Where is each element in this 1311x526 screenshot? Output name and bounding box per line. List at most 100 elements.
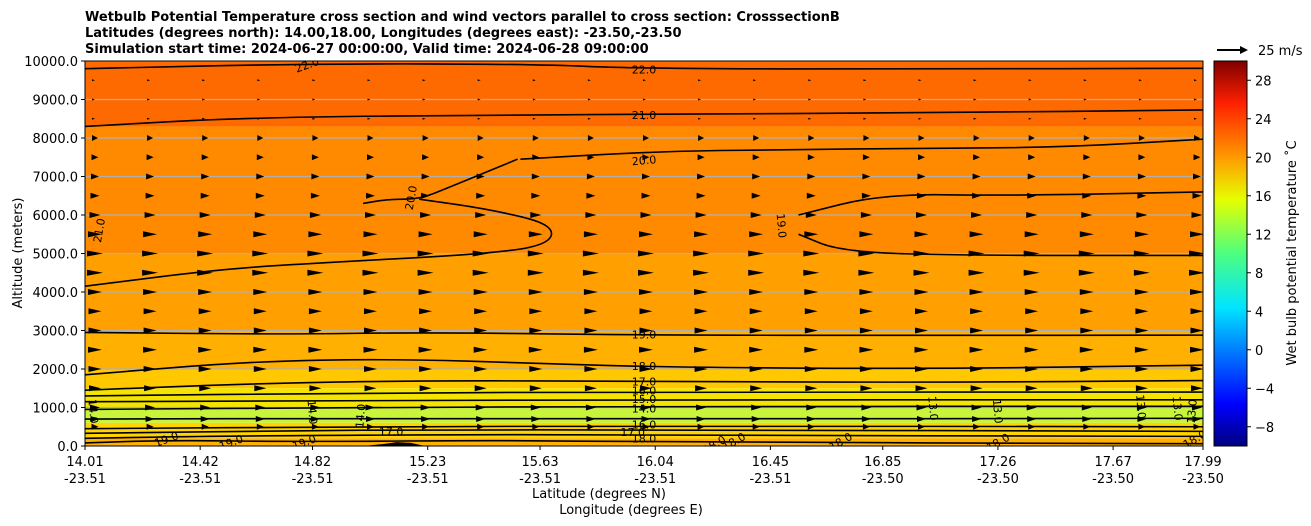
wind-vector xyxy=(1194,98,1197,101)
wind-vector xyxy=(253,308,267,315)
wind-vector xyxy=(1027,416,1037,423)
wind-vector xyxy=(694,308,708,315)
wind-vector xyxy=(1135,327,1149,334)
wind-vector xyxy=(92,79,95,82)
wind-vector xyxy=(145,404,156,411)
wind-vector xyxy=(88,327,102,334)
wind-vector xyxy=(91,173,99,180)
wind-vector xyxy=(312,98,316,101)
wind-vector xyxy=(476,173,485,180)
wind-vector xyxy=(199,212,211,218)
wind-vector xyxy=(918,79,922,82)
wind-vector xyxy=(1137,416,1147,423)
wind-vector xyxy=(859,346,874,353)
wind-vector xyxy=(527,269,544,276)
wind-vector xyxy=(89,212,101,218)
wind-vector xyxy=(639,346,653,353)
wind-vector xyxy=(1083,154,1091,161)
contour-label-1: 22.0 xyxy=(632,63,657,76)
wind-vector xyxy=(969,289,984,295)
wind-vector xyxy=(367,423,374,430)
wind-vector xyxy=(146,173,155,180)
colorbar-tick-label-7: 20 xyxy=(1255,151,1272,166)
wind-vector xyxy=(309,212,321,218)
wind-vector xyxy=(1193,154,1201,161)
wind-vector xyxy=(1025,308,1039,315)
wind-vector xyxy=(363,289,378,295)
wind-vector xyxy=(200,404,211,411)
wind-vector xyxy=(1026,212,1038,218)
x-axis: 14.01 -23.51 14.42 -23.51 14.82 -23.51 15.23 -2… xyxy=(64,446,1224,487)
wind-vector xyxy=(749,327,763,334)
wind-vector xyxy=(749,231,764,238)
y-tick-label-4: 4000.0 xyxy=(33,286,79,301)
wind-vector xyxy=(362,269,379,276)
wind-vector xyxy=(311,154,319,161)
wind-vector xyxy=(529,308,543,315)
wind-vector xyxy=(1028,117,1032,120)
wind-vector xyxy=(253,289,268,295)
wind-vector xyxy=(419,308,433,315)
y-axis-label: Altitude (meters) xyxy=(11,198,26,309)
wind-vector xyxy=(474,385,487,392)
wind-vector xyxy=(367,117,371,120)
wind-vector xyxy=(1138,117,1142,120)
fill-band-4 xyxy=(85,369,1203,389)
wind-vector xyxy=(531,416,541,423)
colorbar-tick-label-2: 0 xyxy=(1255,344,1263,359)
wind-vector xyxy=(918,117,922,120)
wind-vector xyxy=(1133,269,1150,276)
quiver-key-label: 25 m/s xyxy=(1258,44,1303,59)
wind-vector xyxy=(1190,308,1203,315)
wind-vector xyxy=(1078,269,1095,276)
wind-vector xyxy=(143,327,157,334)
wind-vector xyxy=(307,250,324,257)
wind-vector xyxy=(253,231,268,238)
wind-vector xyxy=(202,79,206,82)
wind-vector xyxy=(312,117,316,120)
wind-vector xyxy=(917,192,926,199)
contour-label-24: 18.0 xyxy=(632,432,657,445)
wind-vector xyxy=(198,231,213,238)
wind-vector xyxy=(917,173,926,180)
wind-vector xyxy=(532,117,536,120)
wind-vector xyxy=(308,308,322,315)
wind-vector xyxy=(88,289,102,295)
wind-vector xyxy=(307,269,324,276)
wind-vector xyxy=(88,366,102,372)
y-tick-label-2: 2000.0 xyxy=(33,363,79,378)
wind-vector xyxy=(311,423,319,430)
wind-vector xyxy=(587,117,591,120)
wind-vector xyxy=(1079,231,1094,238)
wind-vector xyxy=(90,192,100,199)
wind-vector xyxy=(147,79,151,82)
wind-vector xyxy=(477,98,481,101)
x-axis-label-line-2: Longitude (degrees E) xyxy=(559,503,703,518)
wind-vector xyxy=(694,289,709,295)
contour-label-5: 20.0 xyxy=(403,185,420,211)
contour-line-0 xyxy=(85,63,1203,70)
y-tick-label-0: 0.0 xyxy=(57,440,78,455)
wind-vector xyxy=(970,385,983,392)
wind-vector xyxy=(201,173,210,180)
wind-vector xyxy=(256,154,264,161)
contour-label-15: 14.0 xyxy=(353,403,368,429)
colorbar-tick-label-6: 16 xyxy=(1255,190,1272,205)
wind-vector xyxy=(861,416,871,423)
wind-vector xyxy=(91,423,99,430)
wind-vector xyxy=(808,98,812,101)
wind-vector xyxy=(420,212,432,218)
wind-vector xyxy=(1028,423,1036,430)
wind-vector xyxy=(585,212,597,218)
colorbar-tick-label-0: −8 xyxy=(1255,421,1274,436)
wind-vector xyxy=(87,250,103,257)
wind-vector xyxy=(144,212,156,218)
wind-vector xyxy=(696,416,706,423)
wind-vector xyxy=(640,212,652,218)
wind-vector xyxy=(1023,269,1040,276)
contour-line-13 xyxy=(85,417,1203,420)
wind-vector xyxy=(422,98,426,101)
wind-vector xyxy=(1083,135,1090,141)
wind-vector xyxy=(750,385,763,392)
